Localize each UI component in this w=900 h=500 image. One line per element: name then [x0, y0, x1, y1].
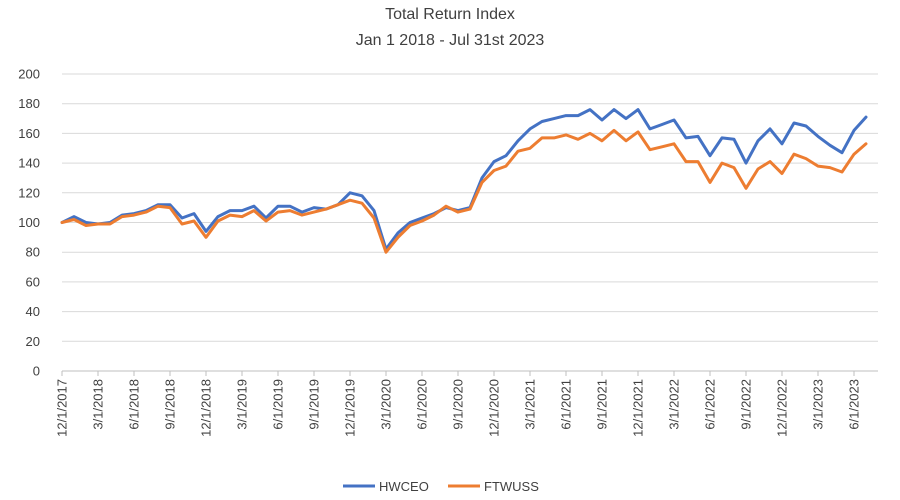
x-tick-label: 6/1/2018: [127, 379, 142, 430]
y-tick-label: 140: [18, 156, 40, 171]
x-tick-label: 6/1/2019: [271, 379, 286, 430]
legend-label-ftwuss: FTWUSS: [484, 479, 539, 494]
x-tick-label: 12/1/2018: [199, 379, 214, 437]
y-axis-ticks: 0 20 40 60 80 100 120 140 160 180 200: [18, 67, 40, 379]
x-tick-label: 12/1/2019: [343, 379, 358, 437]
x-tick-label: 6/1/2020: [415, 379, 430, 430]
gridlines: [62, 73, 878, 372]
x-tick-label: 9/1/2020: [451, 379, 466, 430]
x-tick-label: 3/1/2021: [523, 379, 538, 430]
x-tick-label: 12/1/2017: [55, 379, 70, 437]
legend: HWCEO FTWUSS: [343, 479, 539, 494]
y-tick-label: 80: [26, 245, 40, 260]
x-tick-label: 6/1/2022: [703, 379, 718, 430]
x-tick-label: 12/1/2022: [775, 379, 790, 437]
x-tick-label: 6/1/2021: [559, 379, 574, 430]
y-tick-label: 160: [18, 126, 40, 141]
x-tick-label: 3/1/2019: [235, 379, 250, 430]
y-tick-label: 180: [18, 96, 40, 111]
series-lines: [60, 108, 868, 254]
x-tick-label: 3/1/2023: [811, 379, 826, 430]
x-tick-label: 9/1/2019: [307, 379, 322, 430]
x-tick-label: 3/1/2020: [379, 379, 394, 430]
x-tick-label: 12/1/2020: [487, 379, 502, 437]
y-tick-label: 20: [26, 334, 40, 349]
x-axis-ticks: 12/1/2017 3/1/2018 6/1/2018 9/1/2018 12/1/20…: [55, 371, 862, 437]
x-tick-label: 3/1/2018: [91, 379, 106, 430]
x-tick-label: 9/1/2022: [739, 379, 754, 430]
x-tick-label: 3/1/2022: [667, 379, 682, 430]
y-tick-label: 0: [33, 364, 40, 379]
chart-subtitle: Jan 1 2018 - Jul 31st 2023: [356, 32, 545, 49]
x-tick-label: 9/1/2018: [163, 379, 178, 430]
chart-title: Total Return Index: [385, 6, 515, 23]
x-tick-label: 6/1/2023: [847, 379, 862, 430]
y-tick-label: 40: [26, 304, 40, 319]
legend-label-hwceo: HWCEO: [379, 479, 429, 494]
y-tick-label: 60: [26, 274, 40, 289]
x-tick-label: 12/1/2021: [631, 379, 646, 437]
x-tick-label: 9/1/2021: [595, 379, 610, 430]
series-line-ftwuss: [60, 128, 868, 254]
y-tick-label: 100: [18, 215, 40, 230]
y-tick-label: 120: [18, 185, 40, 200]
y-tick-label: 200: [18, 67, 40, 82]
